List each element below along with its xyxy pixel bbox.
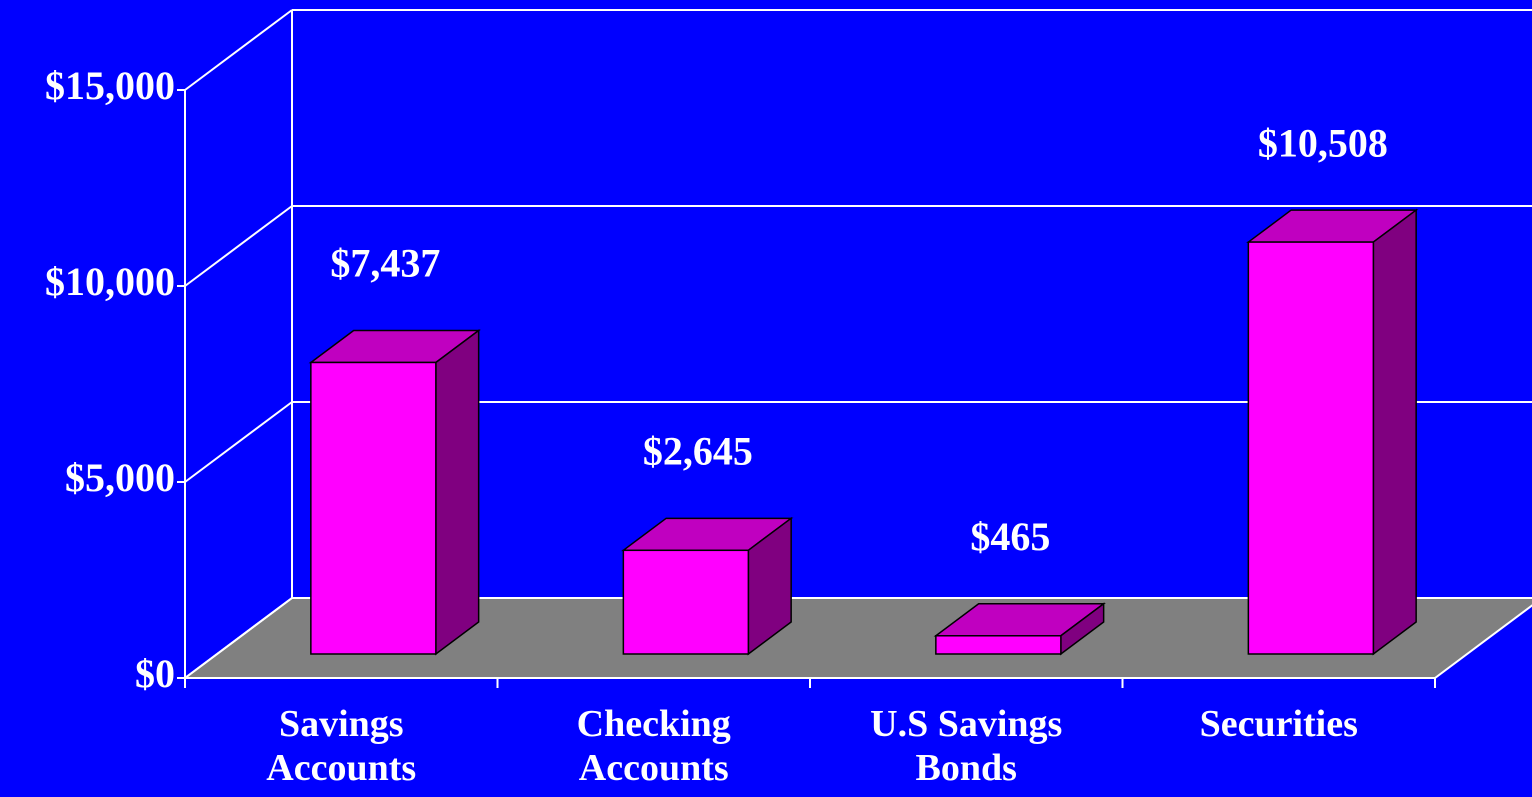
grid-line [184, 9, 293, 91]
bar-side [1372, 208, 1417, 656]
y-tick-label: $0 [135, 651, 175, 696]
grid-line [184, 205, 293, 287]
x-tick-label: U.S Savings Bonds [870, 703, 1063, 789]
bar-side [435, 328, 480, 656]
bar [1247, 241, 1375, 655]
y-tick-label: $5,000 [65, 455, 175, 500]
bar [310, 361, 437, 655]
value-label: $2,645 [643, 428, 753, 473]
value-label: $7,437 [330, 241, 440, 286]
value-label: $465 [970, 514, 1050, 559]
x-tick-label: Savings Accounts [266, 703, 417, 789]
grid-line [184, 597, 293, 679]
y-tick-label: $15,000 [45, 63, 175, 108]
x-tick-label: Securities [1199, 703, 1358, 745]
bar [935, 635, 1062, 655]
value-label: $10,508 [1258, 120, 1388, 165]
grid-line [184, 401, 293, 483]
x-tick-label: Checking Accounts [576, 703, 731, 789]
y-tick-label: $10,000 [45, 259, 175, 304]
bar [622, 549, 750, 655]
